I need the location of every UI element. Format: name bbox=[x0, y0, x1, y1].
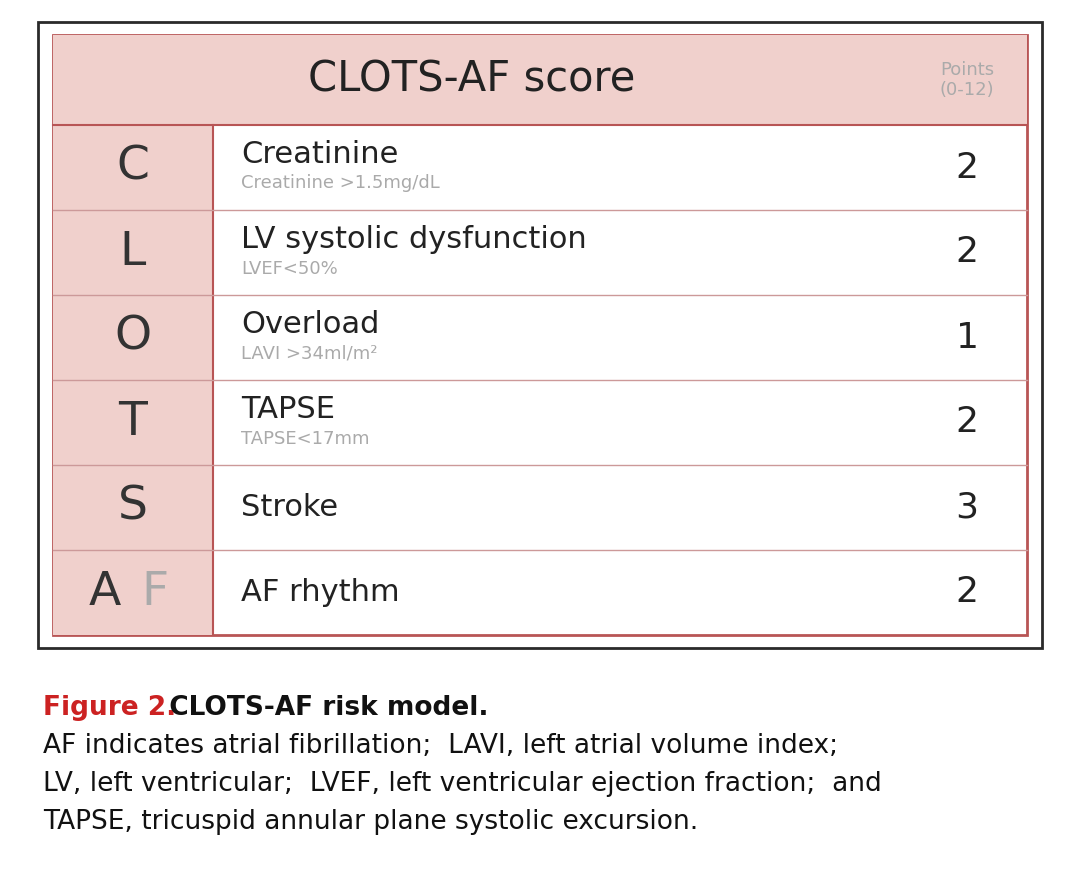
Text: AF indicates atrial fibrillation;  LAVI, left atrial volume index;: AF indicates atrial fibrillation; LAVI, … bbox=[43, 733, 838, 759]
Text: AF rhythm: AF rhythm bbox=[241, 578, 400, 607]
Text: LAVI >34ml/m²: LAVI >34ml/m² bbox=[241, 345, 378, 363]
Bar bbox=[53, 125, 213, 635]
Text: Creatinine >1.5mg/dL: Creatinine >1.5mg/dL bbox=[241, 174, 440, 193]
Text: TAPSE, tricuspid annular plane systolic excursion.: TAPSE, tricuspid annular plane systolic … bbox=[43, 809, 699, 835]
Text: Creatinine: Creatinine bbox=[241, 140, 399, 169]
Bar bbox=[38, 22, 1042, 648]
Text: F: F bbox=[141, 570, 168, 615]
Text: CLOTS-AF score: CLOTS-AF score bbox=[308, 59, 635, 101]
Text: 2: 2 bbox=[956, 575, 978, 610]
Bar bbox=[53, 35, 1027, 635]
Text: A: A bbox=[89, 570, 121, 615]
Text: L: L bbox=[120, 230, 146, 275]
Text: 1: 1 bbox=[956, 321, 978, 355]
Text: LV, left ventricular;  LVEF, left ventricular ejection fraction;  and: LV, left ventricular; LVEF, left ventric… bbox=[43, 771, 881, 797]
Text: C: C bbox=[117, 145, 149, 190]
Text: S: S bbox=[118, 485, 148, 530]
Text: Overload: Overload bbox=[241, 310, 379, 339]
Bar bbox=[53, 35, 1027, 125]
Text: CLOTS-AF risk model.: CLOTS-AF risk model. bbox=[151, 695, 488, 721]
Text: 3: 3 bbox=[956, 490, 978, 524]
Text: Points
(0-12): Points (0-12) bbox=[940, 61, 995, 99]
Text: O: O bbox=[114, 315, 151, 360]
Text: 2: 2 bbox=[956, 236, 978, 270]
Text: LV systolic dysfunction: LV systolic dysfunction bbox=[241, 225, 586, 254]
Text: 2: 2 bbox=[956, 405, 978, 439]
Text: 2: 2 bbox=[956, 151, 978, 185]
Text: T: T bbox=[119, 400, 148, 445]
Text: Figure 2.: Figure 2. bbox=[43, 695, 176, 721]
Text: TAPSE<17mm: TAPSE<17mm bbox=[241, 430, 369, 447]
Text: LVEF<50%: LVEF<50% bbox=[241, 260, 338, 278]
Text: Stroke: Stroke bbox=[241, 493, 338, 522]
Text: TAPSE: TAPSE bbox=[241, 395, 335, 424]
